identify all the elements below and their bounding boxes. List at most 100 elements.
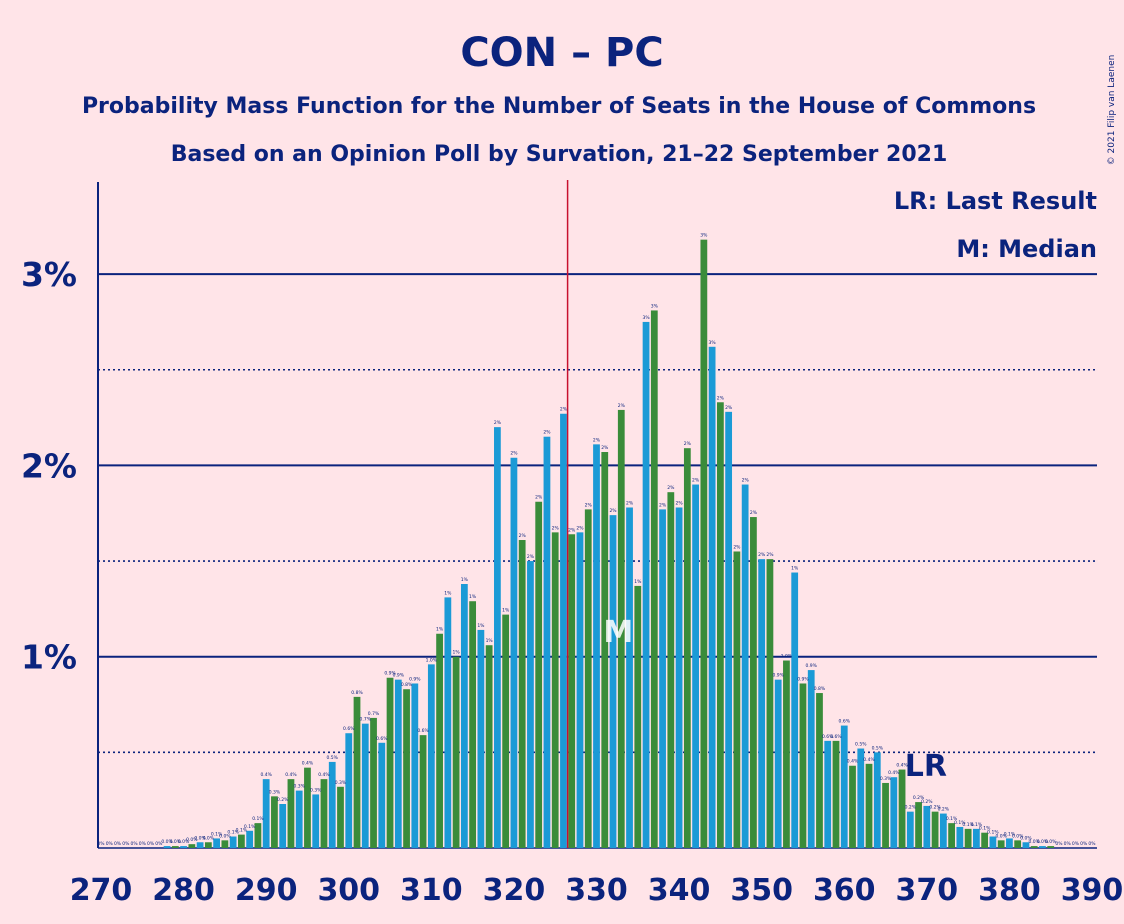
bar-seat-321 — [518, 540, 526, 848]
bar-label-seat-342: 2% — [692, 478, 700, 484]
bar-seat-303 — [370, 717, 377, 848]
bar-seat-359 — [832, 740, 840, 848]
bar-label-seat-388: 0% — [1072, 841, 1080, 847]
bar-seat-382 — [1022, 842, 1030, 848]
bar-seat-283 — [204, 842, 212, 848]
bar-seat-355 — [799, 683, 807, 848]
bar-seat-336 — [642, 321, 650, 848]
bar-label-seat-365: 0.3% — [880, 776, 892, 782]
bar-seat-332 — [609, 515, 617, 848]
bar-label-seat-308: 0.9% — [409, 676, 421, 682]
bar-seat-338 — [659, 509, 666, 848]
bar-seat-316 — [477, 629, 485, 848]
bar-seat-347 — [733, 551, 741, 848]
bar-label-seat-288: 0.1% — [244, 824, 256, 830]
bar-label-seat-373: 0.1% — [946, 816, 958, 822]
bar-label-seat-346: 2% — [725, 405, 733, 411]
bar-label-seat-313: 1% — [453, 650, 461, 656]
bar-label-seat-312: 1% — [444, 590, 452, 596]
y-tick-label: 3% — [21, 255, 77, 294]
bar-seat-290 — [262, 779, 270, 848]
bar-label-seat-307: 0.8% — [401, 682, 413, 688]
bar-label-seat-360: 0.6% — [839, 719, 851, 725]
bar-label-seat-383: 0.0% — [1028, 839, 1040, 845]
bar-label-seat-292: 0.2% — [277, 797, 289, 803]
x-tick-label: 370 — [896, 873, 959, 908]
bar-label-seat-297: 0.4% — [318, 772, 330, 778]
bar-labels: 0% 0% 0% 0% 0% 0% 0% 0%0.0%0.0%0.0%0.0%0.0%0.0%… — [97, 233, 1096, 847]
bar-label-seat-377: 0.1% — [979, 826, 991, 832]
bar-seat-305 — [386, 677, 394, 848]
bar-seat-297 — [320, 779, 328, 848]
bar-seat-295 — [304, 767, 311, 848]
bar-seat-366 — [890, 777, 898, 848]
bar-label-seat-333: 2% — [618, 403, 626, 409]
bar-label-seat-321: 2% — [519, 533, 527, 539]
bar-label-seat-304: 0.6% — [376, 736, 388, 742]
bar-label-seat-282: 0.0% — [194, 835, 206, 841]
bar-seat-379 — [997, 840, 1005, 848]
bar-seat-296 — [312, 794, 320, 848]
bar-label-seat-370: 0.2% — [921, 799, 933, 805]
x-tick-label: 310 — [400, 873, 463, 908]
bar-seat-294 — [295, 790, 303, 848]
bar-label-seat-374: 0.1% — [954, 820, 966, 826]
bar-label-seat-289: 0.1% — [252, 816, 264, 822]
bar-label-seat-293: 0.4% — [285, 772, 297, 778]
bar-seat-368 — [906, 811, 914, 848]
bar-label-seat-290: 0.4% — [260, 772, 272, 778]
bar-seat-301 — [353, 696, 361, 848]
bar-seat-319 — [502, 614, 510, 848]
bar-seat-365 — [882, 782, 889, 848]
bar-seat-310 — [427, 664, 435, 848]
bar-label-seat-274: 0% — [130, 841, 138, 847]
x-tick-label: 360 — [813, 873, 876, 908]
bar-seat-348 — [741, 484, 749, 848]
bar-label-seat-368: 0.2% — [905, 805, 917, 811]
bar-label-seat-349: 2% — [750, 510, 758, 516]
bar-label-seat-363: 0.4% — [863, 757, 875, 763]
bar-label-seat-385: 0.0% — [1045, 839, 1057, 845]
bar-label-seat-287: 0.1% — [236, 828, 248, 834]
bar-label-seat-376: 0.1% — [971, 822, 983, 828]
bar-label-seat-355: 0.9% — [797, 676, 809, 682]
legend-median: M: Median — [956, 235, 1097, 263]
bar-seat-279 — [171, 846, 179, 848]
bar-label-seat-320: 2% — [510, 451, 518, 457]
x-tick-label: 390 — [1061, 873, 1124, 908]
bar-label-seat-335: 1% — [634, 579, 642, 585]
x-tick-label: 340 — [648, 873, 711, 908]
bar-seat-304 — [378, 742, 386, 848]
bar-seat-331 — [601, 452, 609, 848]
bar-label-seat-270: 0% — [97, 841, 105, 847]
bar-label-seat-329: 2% — [585, 502, 593, 508]
bar-label-seat-356: 0.9% — [805, 663, 817, 669]
bar-label-seat-358: 0.6% — [822, 734, 834, 740]
x-tick-label: 280 — [152, 873, 215, 908]
bar-label-seat-271: 0% — [106, 841, 114, 847]
chart-subtitle-1: Probability Mass Function for the Number… — [82, 94, 1036, 119]
bar-label-seat-316: 1% — [477, 623, 485, 629]
bar-label-seat-340: 2% — [676, 500, 684, 506]
bar-seat-302 — [361, 723, 369, 848]
bar-seat-293 — [287, 779, 295, 848]
bar-seat-300 — [345, 733, 353, 848]
bar-seat-376 — [972, 828, 980, 848]
bar-seat-383 — [1030, 846, 1038, 848]
bar-label-seat-338: 2% — [659, 502, 667, 508]
bar-seat-343 — [700, 239, 708, 848]
bar-label-seat-345: 2% — [717, 395, 725, 401]
bar-label-seat-302: 0.7% — [360, 717, 372, 723]
bar-label-seat-378: 0.1% — [987, 830, 999, 836]
bar-label-seat-296: 0.3% — [310, 787, 322, 793]
bar-label-seat-285: 0.0% — [219, 833, 231, 839]
bar-seat-329 — [584, 509, 592, 848]
bar-seat-327 — [568, 534, 576, 848]
bar-seat-322 — [527, 561, 534, 848]
bar-seat-291 — [271, 796, 278, 848]
bar-label-seat-389: 0% — [1080, 841, 1088, 847]
x-tick-label: 320 — [483, 873, 546, 908]
legend-last-result: LR: Last Result — [894, 187, 1097, 215]
bar-seat-299 — [337, 786, 344, 848]
bar-seat-377 — [981, 832, 989, 848]
